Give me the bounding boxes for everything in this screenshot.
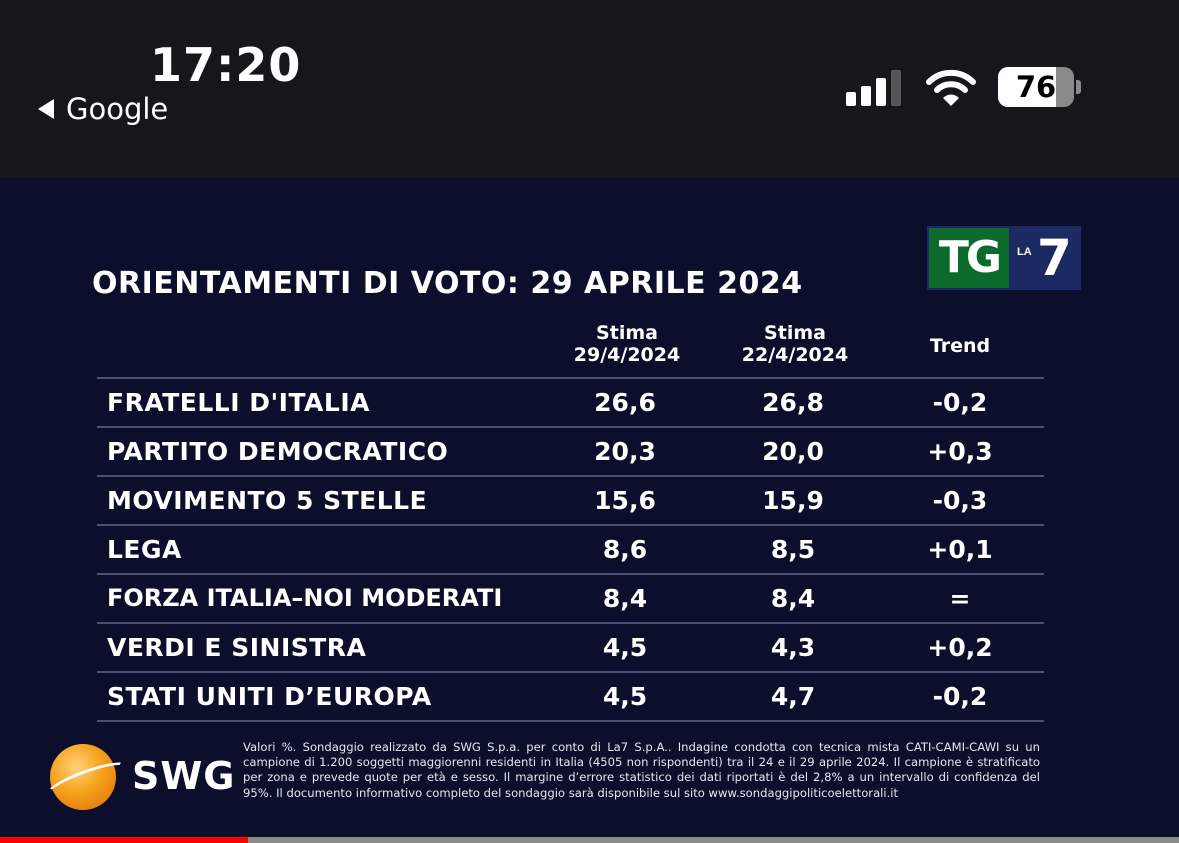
estimate-current: 4,5 [602,682,648,711]
logo-tg-text: TG [929,228,1009,288]
globe-icon [50,744,116,810]
table-row: PARTITO DEMOCRATICO 20,3 20,0 +0,3 [97,426,1044,475]
logo-la-text: LA [1017,246,1032,258]
column-date: 29/4/2024 [573,344,681,366]
poll-title: ORIENTAMENTI DI VOTO: 29 APRILE 2024 [92,266,803,301]
methodology-note: Valori %. Sondaggio realizzato da SWG S.… [243,740,1040,800]
poll-table: FRATELLI D'ITALIA 26,6 26,8 -0,2 PARTITO… [97,377,1044,722]
battery-percent: 76 [1015,70,1057,104]
estimate-previous: 4,7 [770,682,816,711]
battery-tip [1076,80,1081,94]
battery-icon: 76 [998,67,1074,107]
party-name: MOVIMENTO 5 STELLE [107,486,428,515]
status-bar: 17:20 Google 76 [0,0,1179,178]
table-row: FRATELLI D'ITALIA 26,6 26,8 -0,2 [97,377,1044,426]
trend-value: = [949,584,971,613]
swg-logo-text: SWG [132,754,236,798]
back-label: Google [66,92,169,126]
column-date: 22/4/2024 [741,344,849,366]
trend-value: +0,1 [927,535,993,564]
estimate-current: 20,3 [594,437,656,466]
logo-7-text: 7 [1037,229,1072,287]
estimate-current: 4,5 [602,633,648,662]
column-header-previous: Stima 22/4/2024 [730,322,860,366]
estimate-previous: 8,5 [770,535,816,564]
party-name: LEGA [107,535,182,564]
estimate-previous: 8,4 [770,584,816,613]
column-label: Stima [596,322,658,344]
trend-value: +0,3 [927,437,993,466]
column-header-trend: Trend [929,335,991,357]
table-row: VERDI E SINISTRA 4,5 4,3 +0,2 [97,622,1044,671]
table-row: LEGA 8,6 8,5 +0,1 [97,524,1044,573]
party-name: FRATELLI D'ITALIA [107,388,370,417]
estimate-current: 8,6 [602,535,648,564]
poll-panel: TG LA 7 ORIENTAMENTI DI VOTO: 29 APRILE … [0,178,1179,838]
table-row: FORZA ITALIA–NOI MODERATI 8,4 8,4 = [97,573,1044,622]
estimate-current: 8,4 [602,584,648,613]
back-to-google-button[interactable]: Google [38,92,168,126]
estimate-previous: 4,3 [770,633,816,662]
swg-logo: SWG [48,740,234,814]
trend-value: -0,3 [932,486,988,515]
trend-value: +0,2 [927,633,993,662]
party-name: FORZA ITALIA–NOI MODERATI [107,584,503,612]
table-row: STATI UNITI D’EUROPA 4,5 4,7 -0,2 [97,671,1044,722]
party-name: PARTITO DEMOCRATICO [107,437,449,466]
estimate-previous: 15,9 [762,486,824,515]
column-header-current: Stima 29/4/2024 [565,322,689,366]
cellular-signal-icon [846,70,906,106]
estimate-previous: 20,0 [762,437,824,466]
estimate-current: 15,6 [594,486,656,515]
party-name: STATI UNITI D’EUROPA [107,682,432,711]
estimate-previous: 26,8 [762,388,824,417]
clock: 17:20 [150,38,302,92]
wifi-icon [926,69,976,106]
tg-la7-logo: TG LA 7 [927,226,1081,290]
column-label: Stima [764,322,826,344]
party-name: VERDI E SINISTRA [107,633,367,662]
estimate-current: 26,6 [594,388,656,417]
back-arrow-icon [38,99,54,119]
trend-value: -0,2 [932,388,988,417]
table-row: MOVIMENTO 5 STELLE 15,6 15,9 -0,3 [97,475,1044,524]
trend-value: -0,2 [932,682,988,711]
video-progress-played [0,837,248,843]
video-progress-bar[interactable] [0,837,1179,843]
